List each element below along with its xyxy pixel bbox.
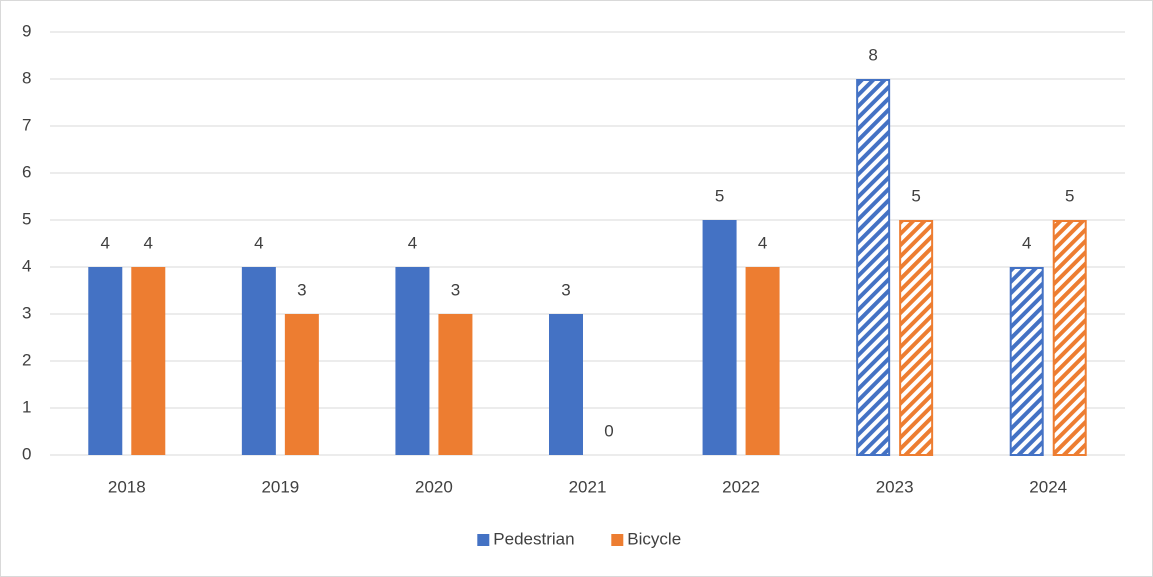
x-tick-label: 2020 bbox=[415, 477, 453, 496]
data-label: 5 bbox=[1065, 186, 1074, 205]
bar bbox=[549, 314, 583, 455]
data-label: 8 bbox=[868, 45, 877, 64]
data-label: 4 bbox=[101, 233, 110, 252]
legend-swatch bbox=[477, 534, 490, 546]
data-label: 3 bbox=[297, 280, 306, 299]
data-label: 4 bbox=[758, 233, 767, 252]
bar bbox=[395, 267, 430, 455]
data-label: 3 bbox=[451, 280, 460, 299]
x-tick-label: 2024 bbox=[1029, 477, 1067, 496]
data-label: 0 bbox=[604, 421, 613, 440]
bar bbox=[702, 220, 737, 455]
x-tick-label: 2023 bbox=[876, 477, 914, 496]
legend-label: Pedestrian bbox=[493, 529, 574, 548]
y-tick-label: 1 bbox=[22, 397, 31, 416]
y-tick-label: 3 bbox=[22, 303, 31, 322]
data-label: 4 bbox=[1022, 233, 1031, 252]
bar bbox=[856, 79, 891, 456]
bar bbox=[1009, 267, 1044, 456]
x-tick-label: 2018 bbox=[108, 477, 146, 496]
y-tick-label: 8 bbox=[22, 68, 31, 87]
data-label: 5 bbox=[715, 186, 724, 205]
bar bbox=[745, 267, 780, 455]
y-tick-label: 7 bbox=[22, 115, 31, 134]
x-tick-label: 2021 bbox=[569, 477, 607, 496]
y-tick-label: 0 bbox=[22, 444, 31, 463]
legend-label: Bicycle bbox=[627, 529, 681, 548]
x-tick-label: 2019 bbox=[261, 477, 299, 496]
data-label: 4 bbox=[254, 233, 263, 252]
bar bbox=[241, 267, 276, 455]
data-label: 5 bbox=[911, 186, 920, 205]
y-tick-label: 6 bbox=[22, 162, 31, 181]
y-tick-label: 4 bbox=[22, 256, 31, 275]
y-tick-label: 2 bbox=[22, 350, 31, 369]
data-label: 3 bbox=[561, 280, 570, 299]
y-tick-label: 9 bbox=[22, 21, 31, 40]
bar bbox=[438, 314, 473, 455]
bar bbox=[131, 267, 166, 455]
bar bbox=[284, 314, 319, 455]
bar bbox=[1052, 220, 1087, 456]
data-label: 4 bbox=[144, 233, 153, 252]
data-label: 4 bbox=[408, 233, 417, 252]
legend-swatch bbox=[611, 534, 624, 546]
y-tick-label: 5 bbox=[22, 209, 31, 228]
bar bbox=[899, 220, 934, 456]
x-tick-label: 2022 bbox=[722, 477, 760, 496]
bar bbox=[88, 267, 123, 455]
